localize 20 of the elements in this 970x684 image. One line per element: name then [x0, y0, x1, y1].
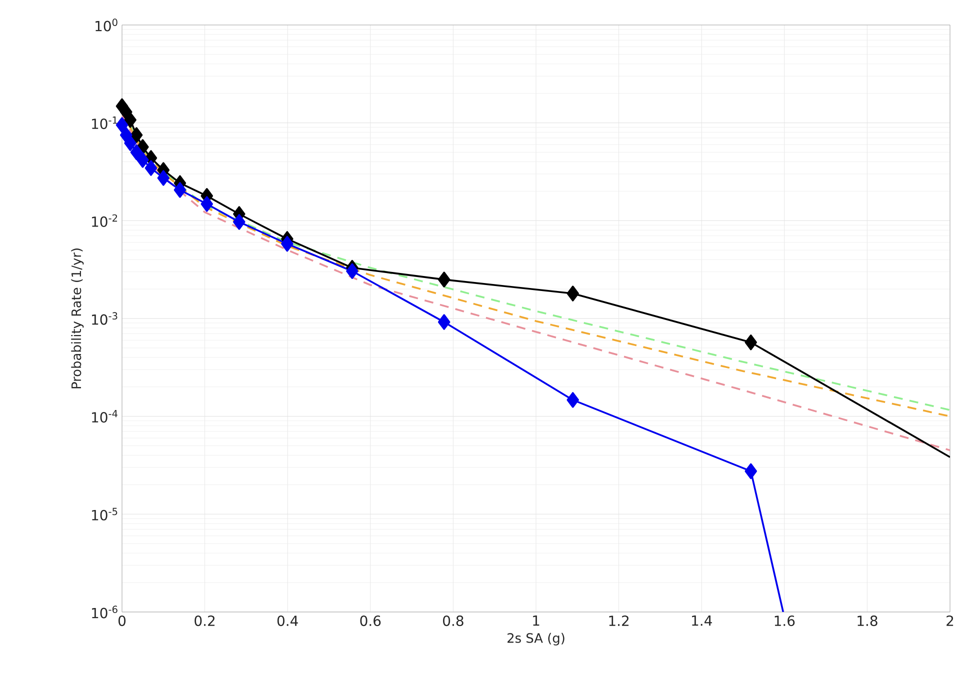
y-tick-label: 10$^{-2}$ [92, 214, 118, 227]
y-tick-label: 10$^{-3}$ [92, 312, 118, 325]
x-tick-label: 0 [118, 616, 126, 626]
y-tick-label: 10$^{-1}$ [92, 116, 118, 130]
x-tick-label: 0.2 [194, 616, 215, 626]
y-tick-label: 10$^{-5}$ [92, 508, 118, 520]
y-tick-label: 10$^{-4}$ [92, 410, 118, 423]
x-tick-label: 2 [946, 616, 954, 626]
x-tick-label: 1.6 [774, 616, 795, 626]
x-tick-label: 1.2 [609, 616, 629, 626]
x-tick-label: 0.4 [277, 616, 298, 626]
x-tick-label: 0.8 [443, 616, 464, 626]
x-tick-label: 1.4 [692, 616, 712, 626]
y-tick-label: 10$^{-6}$ [92, 606, 118, 618]
x-tick-label: 1 [533, 616, 540, 626]
y-axis-title: Probability Rate (1/yr) [71, 248, 84, 388]
y-tick-label: 10$^{0}$ [96, 18, 118, 32]
x-tick-label: 0.6 [360, 616, 381, 626]
x-axis-title: 2s SA (g) [508, 632, 564, 646]
x-tick-label: 1.8 [858, 616, 878, 626]
